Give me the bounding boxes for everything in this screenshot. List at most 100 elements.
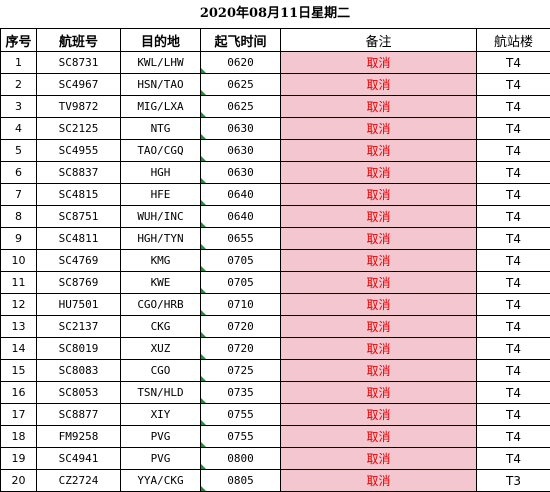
cell-flight[interactable]: SC8053 <box>37 382 121 404</box>
cell-flight[interactable]: SC4955 <box>37 140 121 162</box>
cell-departure[interactable]: 0710 <box>201 294 281 316</box>
cell-flight[interactable]: SC8769 <box>37 272 121 294</box>
cell-departure[interactable]: 0630 <box>201 118 281 140</box>
cell-destination[interactable]: XIY <box>121 404 201 426</box>
cell-terminal[interactable]: T4 <box>477 426 550 448</box>
cell-terminal[interactable]: T4 <box>477 140 550 162</box>
cell-flight[interactable]: SC8751 <box>37 206 121 228</box>
cell-flight[interactable]: SC8731 <box>37 52 121 74</box>
cell-terminal[interactable]: T4 <box>477 206 550 228</box>
cell-index[interactable]: 16 <box>1 382 37 404</box>
cell-departure[interactable]: 0800 <box>201 448 281 470</box>
cell-flight[interactable]: FM9258 <box>37 426 121 448</box>
cell-terminal[interactable]: T4 <box>477 250 550 272</box>
cell-departure[interactable]: 0725 <box>201 360 281 382</box>
cell-destination[interactable]: KWL/LHW <box>121 52 201 74</box>
cell-terminal[interactable]: T4 <box>477 162 550 184</box>
cell-remarks[interactable]: 取消 <box>281 360 477 382</box>
cell-terminal[interactable]: T4 <box>477 404 550 426</box>
cell-remarks[interactable]: 取消 <box>281 426 477 448</box>
cell-index[interactable]: 7 <box>1 184 37 206</box>
cell-index[interactable]: 5 <box>1 140 37 162</box>
cell-remarks[interactable]: 取消 <box>281 338 477 360</box>
cell-index[interactable]: 19 <box>1 448 37 470</box>
cell-destination[interactable]: HFE <box>121 184 201 206</box>
cell-remarks[interactable]: 取消 <box>281 184 477 206</box>
cell-remarks[interactable]: 取消 <box>281 294 477 316</box>
cell-departure[interactable]: 0735 <box>201 382 281 404</box>
cell-destination[interactable]: CGO/HRB <box>121 294 201 316</box>
cell-destination[interactable]: MIG/LXA <box>121 96 201 118</box>
cell-departure[interactable]: 0625 <box>201 96 281 118</box>
cell-departure[interactable]: 0625 <box>201 74 281 96</box>
cell-remarks[interactable]: 取消 <box>281 272 477 294</box>
cell-index[interactable]: 11 <box>1 272 37 294</box>
cell-flight[interactable]: SC2125 <box>37 118 121 140</box>
cell-departure[interactable]: 0655 <box>201 228 281 250</box>
cell-destination[interactable]: HGH <box>121 162 201 184</box>
cell-terminal[interactable]: T4 <box>477 294 550 316</box>
cell-departure[interactable]: 0630 <box>201 140 281 162</box>
cell-destination[interactable]: TAO/CGQ <box>121 140 201 162</box>
cell-index[interactable]: 4 <box>1 118 37 140</box>
cell-index[interactable]: 1 <box>1 52 37 74</box>
cell-index[interactable]: 3 <box>1 96 37 118</box>
cell-departure[interactable]: 0805 <box>201 470 281 492</box>
cell-flight[interactable]: CZ2724 <box>37 470 121 492</box>
cell-remarks[interactable]: 取消 <box>281 52 477 74</box>
cell-flight[interactable]: SC4811 <box>37 228 121 250</box>
cell-flight[interactable]: SC8837 <box>37 162 121 184</box>
cell-index[interactable]: 9 <box>1 228 37 250</box>
cell-remarks[interactable]: 取消 <box>281 74 477 96</box>
cell-departure[interactable]: 0630 <box>201 162 281 184</box>
cell-remarks[interactable]: 取消 <box>281 448 477 470</box>
cell-remarks[interactable]: 取消 <box>281 250 477 272</box>
cell-departure[interactable]: 0640 <box>201 184 281 206</box>
cell-flight[interactable]: SC4769 <box>37 250 121 272</box>
cell-destination[interactable]: HSN/TAO <box>121 74 201 96</box>
cell-remarks[interactable]: 取消 <box>281 470 477 492</box>
cell-remarks[interactable]: 取消 <box>281 404 477 426</box>
cell-flight[interactable]: SC2137 <box>37 316 121 338</box>
cell-terminal[interactable]: T4 <box>477 448 550 470</box>
cell-terminal[interactable]: T4 <box>477 96 550 118</box>
cell-terminal[interactable]: T4 <box>477 272 550 294</box>
cell-destination[interactable]: TSN/HLD <box>121 382 201 404</box>
cell-destination[interactable]: CGO <box>121 360 201 382</box>
cell-departure[interactable]: 0755 <box>201 404 281 426</box>
cell-remarks[interactable]: 取消 <box>281 96 477 118</box>
cell-departure[interactable]: 0720 <box>201 316 281 338</box>
cell-remarks[interactable]: 取消 <box>281 162 477 184</box>
cell-destination[interactable]: NTG <box>121 118 201 140</box>
cell-remarks[interactable]: 取消 <box>281 316 477 338</box>
cell-flight[interactable]: SC8877 <box>37 404 121 426</box>
cell-terminal[interactable]: T4 <box>477 382 550 404</box>
cell-flight[interactable]: HU7501 <box>37 294 121 316</box>
cell-remarks[interactable]: 取消 <box>281 140 477 162</box>
cell-terminal[interactable]: T4 <box>477 360 550 382</box>
cell-index[interactable]: 2 <box>1 74 37 96</box>
cell-terminal[interactable]: T4 <box>477 228 550 250</box>
cell-flight[interactable]: SC8019 <box>37 338 121 360</box>
cell-terminal[interactable]: T4 <box>477 52 550 74</box>
cell-destination[interactable]: YYA/CKG <box>121 470 201 492</box>
cell-destination[interactable]: PVG <box>121 448 201 470</box>
cell-departure[interactable]: 0705 <box>201 250 281 272</box>
cell-terminal[interactable]: T4 <box>477 74 550 96</box>
cell-terminal[interactable]: T4 <box>477 338 550 360</box>
cell-index[interactable]: 17 <box>1 404 37 426</box>
cell-remarks[interactable]: 取消 <box>281 118 477 140</box>
cell-departure[interactable]: 0720 <box>201 338 281 360</box>
cell-flight[interactable]: SC4967 <box>37 74 121 96</box>
cell-terminal[interactable]: T4 <box>477 184 550 206</box>
cell-remarks[interactable]: 取消 <box>281 382 477 404</box>
cell-departure[interactable]: 0640 <box>201 206 281 228</box>
cell-terminal[interactable]: T4 <box>477 118 550 140</box>
cell-remarks[interactable]: 取消 <box>281 228 477 250</box>
cell-departure[interactable]: 0705 <box>201 272 281 294</box>
cell-index[interactable]: 10 <box>1 250 37 272</box>
cell-terminal[interactable]: T3 <box>477 470 550 492</box>
cell-flight[interactable]: SC4815 <box>37 184 121 206</box>
cell-index[interactable]: 15 <box>1 360 37 382</box>
cell-index[interactable]: 18 <box>1 426 37 448</box>
